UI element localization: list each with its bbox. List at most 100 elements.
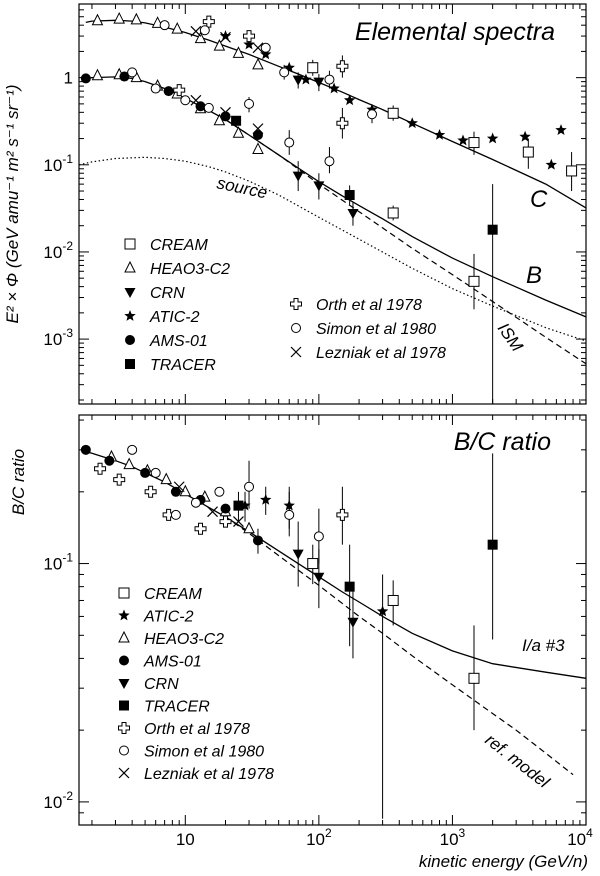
y-tick-label: 10-1: [43, 551, 73, 574]
atic-2-point: [545, 158, 558, 170]
ams-01-point: [252, 535, 263, 546]
ams-01-point: [104, 455, 115, 466]
legend-heao3-c2-marker: [118, 630, 130, 643]
legend-orth-et-al-1978-marker: [290, 298, 302, 310]
atic-2-point: [519, 130, 531, 142]
simon-et-al-1980-point: [127, 444, 138, 455]
model-curve-label: I/a #3: [522, 636, 565, 655]
simon-et-al-1980-point: [203, 102, 214, 113]
spectra-title: Elemental spectra: [355, 18, 555, 46]
cream-point: [468, 672, 480, 684]
legend-heao3-c2-marker: [124, 260, 136, 273]
spectra-data-points: [80, 11, 578, 404]
heao3-c2-point: [113, 11, 126, 24]
simon-et-al-1980-point: [127, 67, 138, 78]
orth-et-al-1978-point: [243, 30, 256, 43]
heao3-c2-point: [91, 13, 104, 26]
heao3-c2-point: [213, 113, 226, 126]
y-tick-label: 10-2: [43, 789, 73, 812]
atic-2-point: [260, 493, 272, 505]
simon-et-al-1980-point: [199, 25, 210, 36]
simon-et-al-1980-point: [244, 481, 255, 492]
heao3-c2-point: [130, 12, 143, 25]
cream-point: [468, 137, 480, 149]
heao3-c2-point: [232, 126, 245, 138]
legend-simon-et-al-1980-marker: [119, 745, 129, 756]
spectra-frame: [78, 3, 587, 405]
legend-lezniak-et-al-1978-label: Lezniak et al 1978: [144, 766, 274, 783]
simon-et-al-1980-point: [324, 74, 335, 85]
bc-y-axis-label: B/C ratio: [9, 449, 28, 515]
legend-crn-marker: [118, 679, 130, 689]
legend-atic-2-label: ATIC-2: [143, 609, 194, 626]
tracer-point: [344, 190, 355, 201]
crn-point: [313, 181, 325, 192]
boron-curve-label: B: [526, 262, 542, 289]
legend-lezniak-et-al-1978-marker: [290, 346, 302, 358]
legend-lezniak-et-al-1978-label: Lezniak et al 1978: [316, 345, 446, 362]
lezniak-et-al-1978-point: [207, 506, 218, 518]
ams-01-point: [80, 73, 91, 84]
atic-2-point: [300, 73, 312, 85]
atic-2-point: [376, 605, 389, 617]
legend-simon-et-al-1980-marker: [291, 323, 301, 333]
legend-cream-marker: [124, 238, 136, 250]
heao3-c2-point: [179, 484, 192, 497]
crn-point: [313, 572, 325, 583]
legend-tracer-marker: [119, 700, 129, 711]
crn-point: [292, 549, 304, 560]
simon-et-al-1980-point: [284, 509, 295, 520]
orth-et-al-1978-point: [173, 84, 186, 97]
carbon-curve-label: C: [530, 186, 548, 213]
x-tick-label: 10: [176, 830, 195, 849]
y-tick-label: 10-1: [43, 152, 73, 175]
bc-data-points: [80, 444, 498, 819]
tracer-point: [231, 115, 242, 126]
atic-2-point: [283, 61, 295, 73]
ams-01-point: [252, 129, 263, 140]
simon-et-al-1980-point: [313, 531, 324, 542]
ams-01-point: [163, 86, 174, 97]
legend-cream-label: CREAM: [144, 586, 202, 603]
legend-atic-2-label: ATIC-2: [149, 309, 200, 326]
ams-01-point: [80, 444, 91, 455]
crn-point: [347, 617, 359, 628]
legend-ams-01-label: AMS-01: [149, 333, 208, 350]
x-tick-label: 102: [306, 826, 332, 849]
x-tick-label: 103: [440, 826, 466, 849]
heao3-c2-point: [243, 521, 255, 534]
y-tick-label: 10-3: [43, 326, 73, 349]
crn-point: [313, 77, 325, 88]
bc-curves: [85, 450, 587, 776]
lezniak-et-al-1978-point: [173, 481, 185, 493]
legend-orth-et-al-1978-label: Orth et al 1978: [316, 297, 422, 314]
legend-ams-01-marker: [119, 655, 129, 666]
crn-point: [292, 75, 304, 86]
boron-model-curve: [85, 76, 587, 318]
orth-et-al-1978-point: [113, 473, 126, 486]
ams-01-point: [220, 111, 231, 122]
lezniak-et-al-1978-point: [233, 516, 244, 528]
lezniak-et-al-1978-point: [190, 25, 202, 37]
heao3-c2-point: [252, 142, 264, 154]
legend-cream-marker: [118, 587, 130, 599]
orth-et-al-1978-point: [336, 508, 349, 521]
bc-ratio-panel: B/C ratio B/C ratio kinetic energy (GeV/…: [9, 414, 593, 871]
heao3-c2-point: [232, 46, 245, 58]
legend-atic-2-marker: [118, 609, 130, 621]
simon-et-al-1980-point: [170, 509, 181, 520]
orth-et-al-1978-point: [162, 508, 175, 521]
bc-x-axis-label: kinetic energy (GeV/n): [419, 852, 588, 871]
atic-2-point: [343, 94, 356, 106]
simon-et-al-1980-point: [180, 95, 191, 106]
simon-et-al-1980-point: [150, 83, 161, 94]
legend-heao3-c2-label: HEAO3-C2: [144, 631, 224, 648]
tracer-point: [344, 581, 355, 592]
simon-et-al-1980-point: [279, 67, 290, 78]
legend-cream-label: CREAM: [150, 237, 208, 254]
atic-2-point: [406, 117, 418, 129]
atic-2-point: [260, 48, 272, 60]
atic-2-point: [433, 128, 446, 140]
legend-simon-et-al-1980-label: Simon et al 1980: [316, 321, 436, 338]
